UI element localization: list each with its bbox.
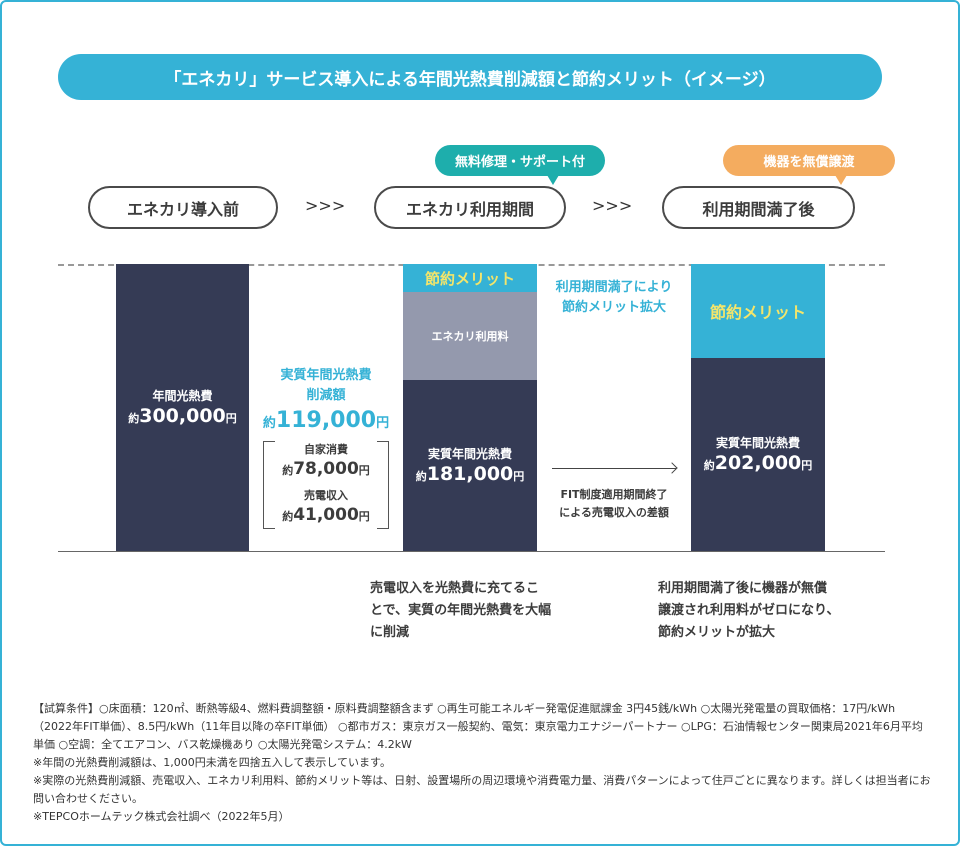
badge-label: 機器を無償譲渡 (763, 155, 855, 170)
savings-title: 実質年間光熱費 削減額 約119,000円 (262, 368, 390, 433)
bar-after-merit: 節約メリット (691, 264, 825, 358)
note-after: 利用期間満了後に機器が無償 譲渡され利用料がゼロになり、 節約メリットが拡大 (658, 581, 840, 640)
bar-label: 年間光熱費 (152, 388, 213, 403)
badge-label: 無料修理・サポート付 (454, 155, 585, 170)
bar-value: 300,000 (139, 404, 226, 427)
step-arrow: >>> (305, 196, 346, 215)
bar-during-cost: 実質年間光熱費 約181,000円 (403, 380, 537, 551)
bracket-right (377, 441, 389, 529)
savings-value: 119,000 (275, 408, 377, 433)
note-during: 売電収入を光熱費に充てるこ とで、実質の年間光熱費を大幅 に削減 (370, 581, 552, 640)
bar-during-merit: 節約メリット (403, 264, 537, 292)
badge-free-repair: 無料修理・サポート付 (435, 145, 605, 185)
step-after: 利用期間満了後 (662, 186, 855, 229)
step-arrow: >>> (592, 196, 633, 215)
step-during: エネカリ利用期間 (374, 186, 566, 229)
baseline (58, 551, 885, 552)
bar-before: 年間光熱費 約300,000円 (116, 264, 249, 551)
fit-note: FIT制度適用期間終了 による売電収入の差額 (559, 488, 669, 519)
bar-after-cost: 実質年間光熱費 約202,000円 (691, 358, 825, 551)
savings-breakdown: 自家消費 約78,000円 売電収入 約41,000円 (282, 443, 370, 525)
bar-value: 181,000 (426, 462, 514, 485)
fit-arrow (552, 468, 676, 469)
bar-value: 202,000 (714, 451, 802, 474)
bracket-left (263, 441, 275, 529)
footnotes: 【試算条件】○床面積：120㎡、断熱等級4、燃料費調整額・原料費調整額含まず ○… (33, 702, 931, 823)
page-title: 「エネカリ」サービス導入による年間光熱費削減額と節約メリット（イメージ） (58, 54, 882, 100)
step-before: エネカリ導入前 (88, 186, 278, 229)
bar-during-fee: エネカリ利用料 (403, 292, 537, 380)
expand-note: 利用期間満了により 節約メリット拡大 (555, 280, 673, 315)
badge-transfer: 機器を無償譲渡 (723, 145, 895, 185)
